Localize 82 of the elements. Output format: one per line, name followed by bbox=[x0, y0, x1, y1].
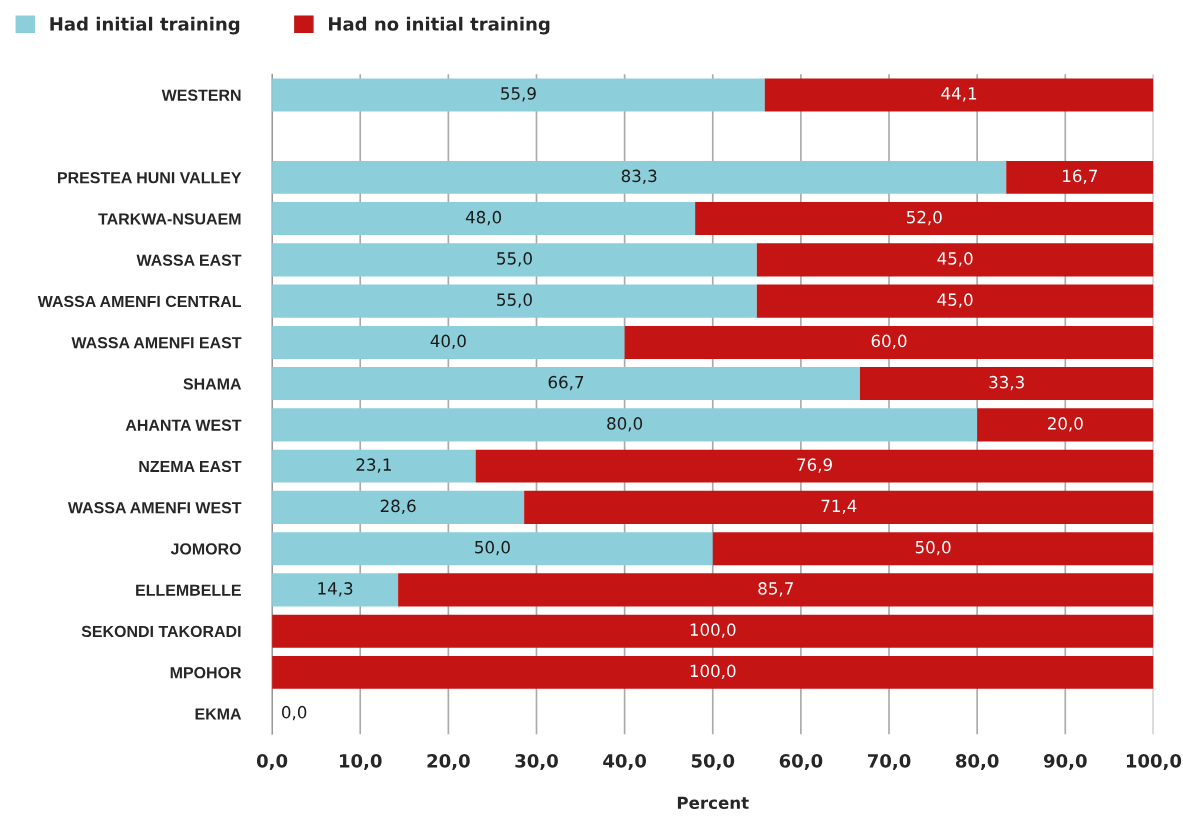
data-label: 28,6 bbox=[380, 499, 416, 514]
data-label: 50,0 bbox=[915, 540, 951, 556]
data-label: 55,0 bbox=[497, 293, 532, 308]
data-label: 60,0 bbox=[871, 334, 907, 349]
y-tick-label: WESTERN bbox=[161, 89, 241, 101]
data-label: 50,0 bbox=[475, 540, 510, 556]
data-label: 14,3 bbox=[318, 582, 353, 597]
bar bbox=[272, 325, 625, 359]
bar bbox=[712, 532, 1154, 566]
data-label: 44,1 bbox=[941, 87, 977, 102]
bar bbox=[398, 573, 1154, 607]
y-tick-label: SEKONDI TAKORADI bbox=[81, 625, 241, 638]
y-tick-label: WASSA AMENFI EAST bbox=[71, 337, 242, 349]
bar bbox=[272, 573, 399, 607]
y-tick-label: WASSA AMENFI CENTRAL bbox=[37, 295, 242, 308]
data-label: 76,9 bbox=[797, 458, 832, 473]
data-label: 55,9 bbox=[501, 87, 536, 102]
y-tick-label: JOMORO bbox=[170, 543, 241, 555]
x-tick-label: 70,0 bbox=[867, 754, 911, 770]
legend-label: Had no initial training bbox=[329, 16, 550, 35]
x-tick-label: 100,0 bbox=[1126, 754, 1182, 770]
x-tick-label: 20,0 bbox=[427, 754, 470, 770]
bar bbox=[1006, 160, 1154, 194]
bar bbox=[272, 284, 757, 318]
data-label: 52,0 bbox=[907, 210, 942, 226]
bar bbox=[624, 325, 1154, 359]
bar bbox=[272, 78, 765, 112]
x-tick-label: 10,0 bbox=[339, 754, 382, 770]
bar bbox=[272, 160, 1007, 194]
y-tick-label: NZEMA EAST bbox=[139, 460, 242, 473]
bar bbox=[764, 78, 1154, 112]
bar bbox=[859, 367, 1154, 401]
bar bbox=[475, 449, 1154, 483]
bar bbox=[272, 490, 525, 524]
bar bbox=[272, 202, 696, 236]
data-label: 100,0 bbox=[690, 623, 736, 638]
bar bbox=[272, 243, 757, 277]
y-tick-label: WASSA AMENFI WEST bbox=[67, 502, 242, 514]
data-label: 40,0 bbox=[430, 334, 466, 349]
bar bbox=[756, 243, 1154, 277]
y-tick-label: AHANTA WEST bbox=[125, 419, 242, 431]
bar bbox=[272, 655, 1154, 689]
y-tick-label: EKMA bbox=[195, 708, 242, 720]
data-label: 83,3 bbox=[621, 169, 657, 184]
data-label: 45,0 bbox=[937, 252, 973, 267]
data-label: 100,0 bbox=[690, 664, 736, 679]
y-tick-label: MPOHOR bbox=[170, 667, 242, 679]
bar bbox=[756, 284, 1154, 318]
data-label: 33,3 bbox=[989, 375, 1024, 391]
data-label: 45,0 bbox=[937, 293, 973, 308]
bar bbox=[272, 449, 476, 483]
data-label: 23,1 bbox=[356, 458, 391, 473]
y-tick-label: ELLEMBELLE bbox=[136, 584, 241, 596]
y-tick-label: PRESTEA HUNI VALLEY bbox=[58, 172, 242, 184]
x-tick-label: 40,0 bbox=[603, 754, 647, 770]
x-tick-label: 90,0 bbox=[1043, 754, 1087, 770]
y-tick-label: TARKWA-NSUAEM bbox=[98, 213, 241, 225]
data-label: 80,0 bbox=[607, 417, 643, 432]
x-tick-label: 30,0 bbox=[515, 754, 558, 770]
y-tick-label: SHAMA bbox=[183, 378, 242, 390]
bar bbox=[695, 202, 1154, 236]
data-label: 85,7 bbox=[758, 582, 793, 597]
data-label: 0,0 bbox=[282, 705, 307, 721]
legend-label: Had initial training bbox=[50, 16, 240, 35]
bar bbox=[272, 367, 860, 401]
bar bbox=[272, 408, 978, 442]
data-label: 20,0 bbox=[1047, 417, 1083, 432]
data-label: 55,0 bbox=[497, 252, 532, 267]
x-axis-title: Percent bbox=[677, 796, 749, 810]
bar bbox=[272, 614, 1154, 648]
data-label: 16,7 bbox=[1063, 169, 1097, 184]
y-tick-label: WASSA EAST bbox=[136, 254, 242, 266]
data-label: 66,7 bbox=[548, 375, 584, 391]
bar bbox=[977, 408, 1154, 442]
x-tick-label: 80,0 bbox=[955, 754, 999, 770]
x-tick-label: 50,0 bbox=[691, 754, 735, 770]
data-label: 71,4 bbox=[821, 499, 857, 514]
data-label: 48,0 bbox=[465, 210, 502, 226]
bar bbox=[272, 532, 713, 566]
x-tick-label: 60,0 bbox=[779, 754, 823, 770]
bar bbox=[524, 490, 1154, 524]
x-tick-label: 0,0 bbox=[256, 754, 288, 770]
